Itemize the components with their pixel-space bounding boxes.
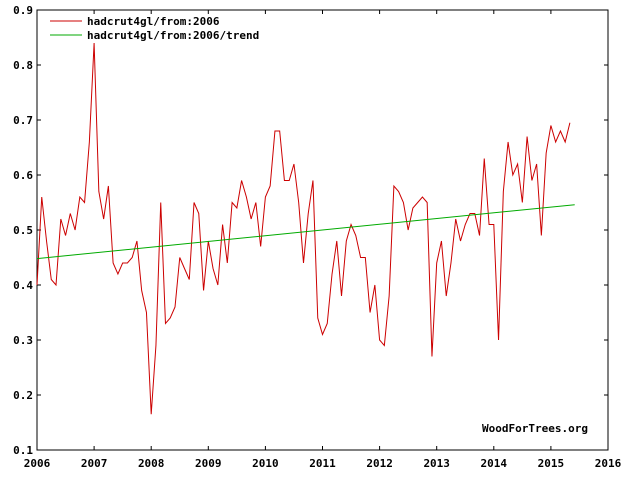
x-tick-label: 2014 <box>481 457 508 470</box>
x-tick-label: 2016 <box>595 457 622 470</box>
x-tick-label: 2012 <box>366 457 393 470</box>
x-tick-label: 2015 <box>538 457 565 470</box>
axes: 2006 2007 2008 2009 2010 2011 2012 2013 2014 2015… <box>13 4 621 470</box>
y-tick-label: 0.3 <box>13 334 33 347</box>
x-tick-label: 2007 <box>81 457 108 470</box>
legend-label-0: hadcrut4gl/from:2006 <box>87 15 220 28</box>
x-tick-label: 2009 <box>195 457 222 470</box>
y-tick-label: 0.4 <box>13 279 33 292</box>
y-tick-label: 0.9 <box>13 4 33 17</box>
legend: hadcrut4gl/from:2006hadcrut4gl/from:2006… <box>50 15 259 42</box>
y-tick-label: 0.5 <box>13 224 33 237</box>
series-line-0 <box>36 42 571 415</box>
y-tick-label: 0.8 <box>13 59 33 72</box>
x-tick-label: 2010 <box>252 457 279 470</box>
x-tick-label: 2011 <box>309 457 336 470</box>
y-tick-label: 0.1 <box>13 444 33 457</box>
legend-label-1: hadcrut4gl/from:2006/trend <box>87 29 259 42</box>
x-tick-label: 2006 <box>24 457 51 470</box>
y-tick-label: 0.7 <box>13 114 33 127</box>
series-line-1 <box>36 204 575 260</box>
y-tick-label: 0.2 <box>13 389 33 402</box>
series-layer <box>36 42 575 415</box>
credit-text: WoodForTrees.org <box>482 422 588 435</box>
x-tick-label: 2008 <box>138 457 165 470</box>
y-tick-label: 0.6 <box>13 169 33 182</box>
x-tick-label: 2013 <box>423 457 450 470</box>
